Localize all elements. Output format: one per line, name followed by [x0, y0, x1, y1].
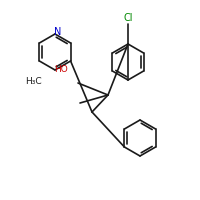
Text: N: N [54, 27, 62, 37]
Text: H₃C: H₃C [25, 77, 42, 86]
Text: Cl: Cl [123, 13, 133, 23]
Text: HO: HO [54, 66, 68, 74]
